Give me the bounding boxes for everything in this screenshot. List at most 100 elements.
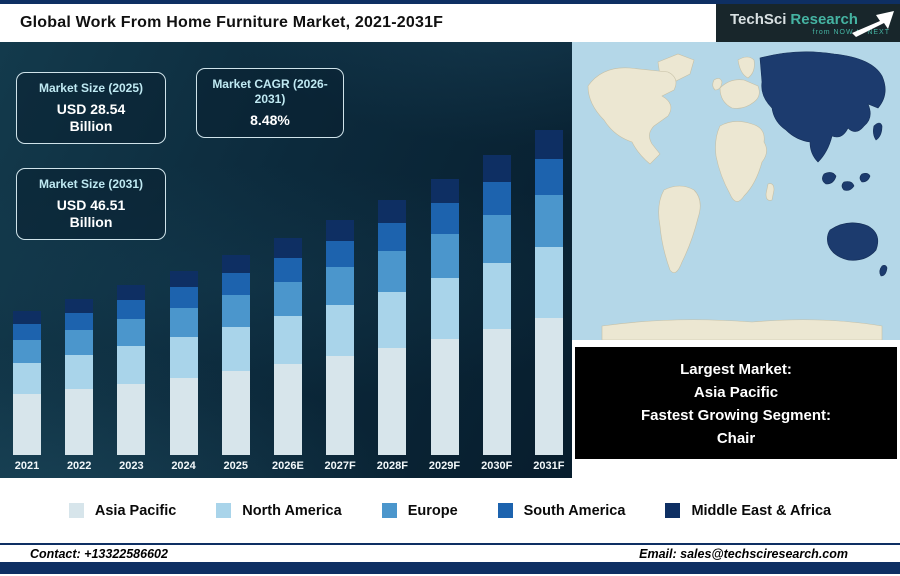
- bar-segment-asia-pacific: [378, 347, 407, 455]
- market-size-2031-unit: Billion: [69, 214, 113, 230]
- bar-column-2023: 2023: [116, 285, 146, 472]
- legend-item-south-america: South America: [497, 502, 626, 519]
- region-japan-highlighted: [873, 122, 883, 141]
- market-cagr-title: Market CAGR (2026-2031): [212, 77, 328, 106]
- bar-column-2021: 2021: [12, 310, 42, 472]
- bar-label: 2026E: [272, 460, 304, 472]
- bar-segment-europe: [65, 329, 94, 355]
- market-size-2025-value: USD 28.54: [56, 101, 126, 117]
- continent-australia-highlighted: [827, 222, 879, 261]
- legend-swatch-south-america: [497, 503, 513, 518]
- bar-segment-north-america: [482, 262, 511, 329]
- bar-segment-south-america: [169, 287, 198, 308]
- bar-segment-asia-pacific: [482, 328, 511, 455]
- legend-item-asia-pacific: Asia Pacific: [68, 502, 177, 519]
- market-cagr-box: Market CAGR (2026-2031) 8.48%: [196, 68, 344, 138]
- bar-segment-asia-pacific: [326, 356, 355, 455]
- bar-segment-middle-east-africa: [430, 178, 459, 204]
- market-size-2025-box: Market Size (2025) USD 28.54 Billion: [16, 72, 166, 144]
- contact-text: Contact: +13322586602: [30, 546, 168, 561]
- top-border-line: [0, 0, 900, 4]
- bottom-border-bar: [0, 562, 900, 574]
- logo-brand-text: TechSci: [730, 10, 787, 28]
- bar-label: 2025: [223, 460, 248, 472]
- bar-segment-middle-east-africa: [169, 270, 198, 288]
- footer: Contact: +13322586602 Email: sales@techs…: [0, 543, 900, 562]
- region-madagascar: [765, 183, 775, 201]
- bar-segment-north-america: [13, 362, 41, 395]
- region-uk: [712, 78, 723, 91]
- legend-label: Asia Pacific: [94, 502, 177, 519]
- bar-segment-europe: [169, 307, 198, 338]
- callout-line-4: Chair: [716, 430, 756, 447]
- bar-column-2028f: 2028F: [377, 199, 408, 472]
- bar-segment-europe: [221, 295, 250, 328]
- bar-segment-north-america: [221, 327, 250, 372]
- legend-swatch-asia-pacific: [68, 503, 84, 518]
- legend-swatch-middle-east-africa: [665, 503, 681, 518]
- email-text: Email: sales@techsciresearch.com: [639, 546, 848, 561]
- bar-segment-europe: [534, 194, 563, 247]
- right-column: Largest Market: Asia Pacific Fastest Gro…: [572, 42, 900, 478]
- bar-segment-middle-east-africa: [534, 129, 563, 159]
- bar-segment-europe: [117, 319, 146, 347]
- bar-column-2031f: 2031F: [533, 129, 565, 472]
- bar-segment-north-america: [326, 304, 355, 357]
- bar-segment-north-america: [534, 246, 563, 319]
- bar-segment-asia-pacific: [117, 383, 146, 455]
- market-size-2025-title: Market Size (2025): [38, 81, 144, 95]
- bar-label: 2027F: [324, 460, 356, 472]
- continent-africa: [715, 121, 767, 202]
- region-se-asia-islands-3: [859, 173, 871, 183]
- bar-label: 2021: [14, 460, 40, 472]
- continent-asia-highlighted: [759, 51, 886, 163]
- legend-swatch-north-america: [216, 503, 232, 518]
- bar-segment-europe: [378, 251, 407, 292]
- logo-tagline: from NOW to NEXT: [812, 28, 890, 36]
- callout-line-1: Largest Market:: [680, 361, 792, 378]
- bar-segment-south-america: [13, 323, 41, 340]
- legend-item-middle-east-africa: Middle East & Africa: [665, 503, 831, 519]
- legend-item-north-america: North America: [216, 503, 342, 519]
- bar-segment-asia-pacific: [430, 338, 459, 455]
- continent-north-america: [587, 67, 677, 165]
- region-se-asia-islands-2: [841, 181, 855, 191]
- legend-label: Europe: [407, 502, 458, 519]
- bar-segment-europe: [430, 233, 459, 279]
- bar-segment-south-america: [326, 241, 355, 267]
- bar-label: 2031F: [533, 460, 565, 472]
- bar-column-2024: 2024: [169, 270, 199, 472]
- callout-line-3: Fastest Growing Segment:: [640, 407, 832, 424]
- bar-segment-north-america: [430, 278, 459, 339]
- legend: Asia Pacific North America Europe South Ame…: [0, 478, 900, 543]
- bar-label: 2030F: [481, 460, 513, 472]
- bar-column-2025: 2025: [221, 255, 251, 472]
- bar-segment-south-america: [378, 222, 407, 252]
- bar-segment-asia-pacific: [169, 377, 198, 455]
- callout-line-2: Asia Pacific: [693, 384, 779, 401]
- continent-south-america: [658, 185, 701, 273]
- region-se-asia-islands-1: [822, 172, 837, 185]
- bar-segment-europe: [326, 266, 355, 305]
- bar-segment-asia-pacific: [221, 371, 250, 455]
- bar-segment-europe: [273, 281, 302, 317]
- bar-segment-south-america: [117, 300, 146, 320]
- brand-logo: TechSci Research from NOW to NEXT: [716, 4, 900, 42]
- bar-segment-asia-pacific: [273, 364, 302, 455]
- bar-segment-south-america: [534, 158, 563, 195]
- continent-antarctica: [601, 319, 883, 340]
- bar-column-2027f: 2027F: [324, 220, 356, 472]
- bar-segment-south-america: [430, 203, 459, 234]
- world-map: [572, 42, 900, 340]
- bar-segment-middle-east-africa: [117, 285, 146, 301]
- bar-segment-asia-pacific: [534, 318, 563, 455]
- bar-segment-middle-east-africa: [326, 220, 355, 242]
- bar-label: 2029F: [428, 460, 461, 472]
- legend-swatch-europe: [381, 503, 397, 518]
- page-title: Global Work From Home Furniture Market, …: [20, 14, 444, 31]
- bar-column-2026e: 2026E: [272, 238, 304, 472]
- legend-label: South America: [523, 502, 626, 519]
- market-size-2031-title: Market Size (2031): [38, 177, 144, 191]
- bar-label: 2024: [171, 460, 196, 472]
- market-size-2031-box: Market Size (2031) USD 46.51 Billion: [16, 168, 166, 240]
